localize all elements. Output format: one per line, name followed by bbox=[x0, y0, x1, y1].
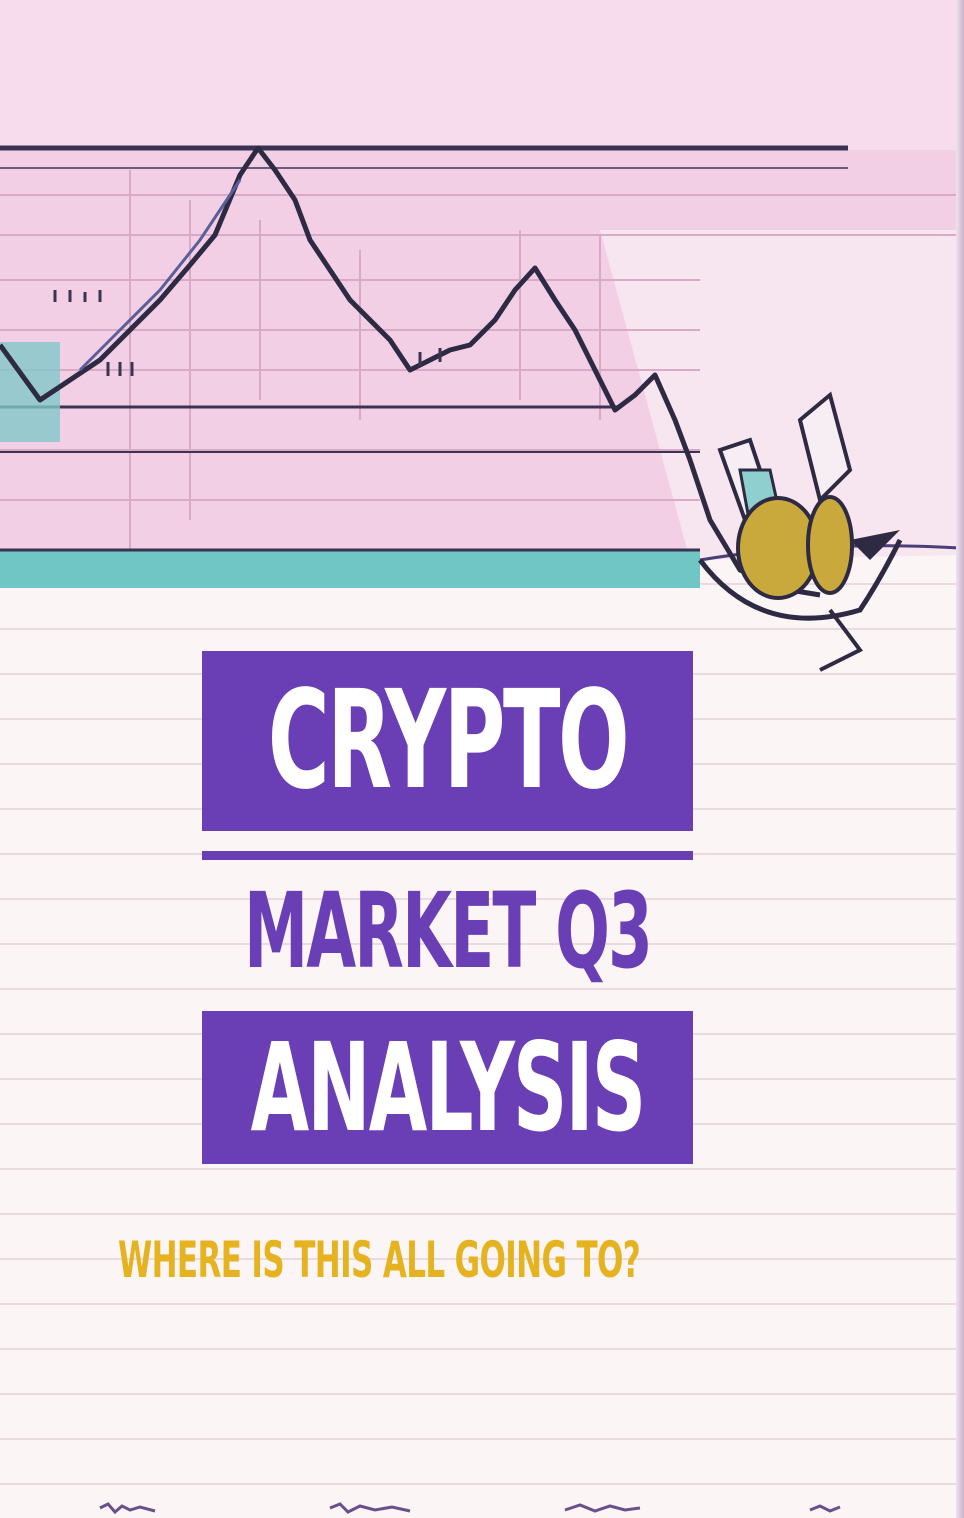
cover-subtitle-line-2: ANALYSIS bbox=[250, 1016, 647, 1159]
market-chart-illustration bbox=[0, 0, 964, 672]
cover-title: CRYPTO bbox=[267, 662, 630, 820]
title-divider bbox=[202, 851, 693, 860]
plant-illustration bbox=[698, 391, 903, 672]
subtitle-banner bbox=[202, 1011, 693, 1164]
cover-tagline: WHERE IS THIS ALL GOING TO? bbox=[118, 1231, 641, 1289]
chart-top-haze bbox=[0, 0, 964, 150]
cover-subtitle-line-1: MARKET Q3 bbox=[243, 870, 653, 992]
chart-grid bbox=[0, 170, 964, 555]
bottom-chart-fragment bbox=[99, 1502, 841, 1515]
chart-tick-marks bbox=[53, 290, 442, 376]
title-banner bbox=[202, 651, 693, 831]
page-edge bbox=[956, 0, 964, 1518]
chart-right-fade bbox=[600, 230, 964, 560]
price-line-echo bbox=[78, 179, 242, 372]
teal-band bbox=[0, 550, 700, 588]
